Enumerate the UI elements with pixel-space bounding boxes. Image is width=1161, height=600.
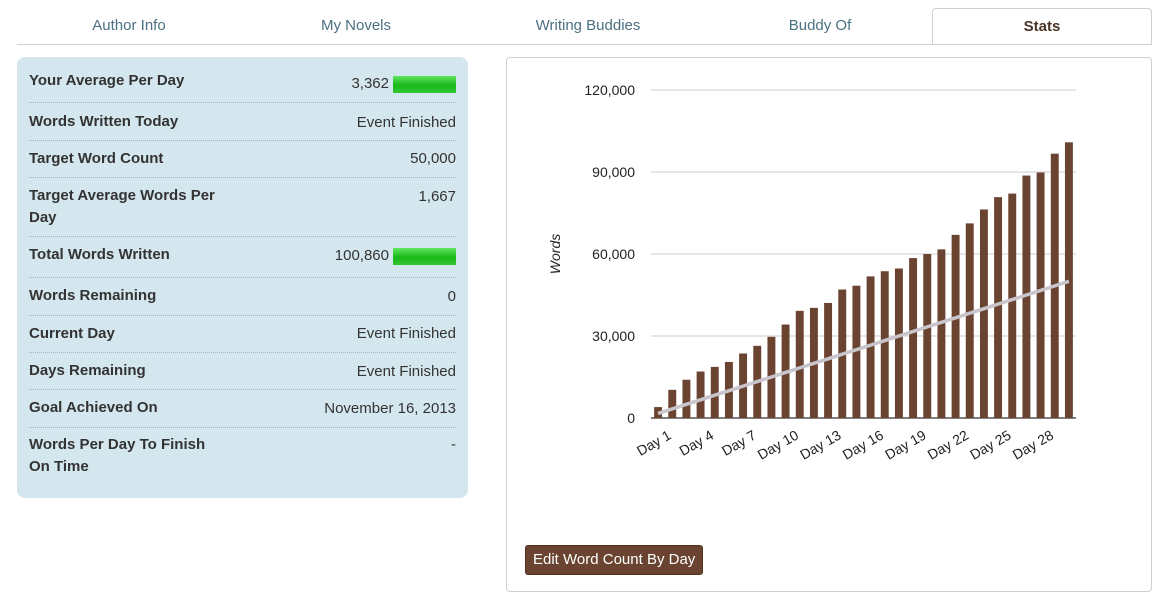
progress-bar <box>393 75 456 93</box>
chart-bar <box>880 271 889 418</box>
tab-stats[interactable]: Stats <box>932 8 1152 44</box>
stat-label: Goal Achieved On <box>29 399 158 416</box>
tab-bar: Author Info My Novels Writing Buddies Bu… <box>17 8 1152 45</box>
stat-value: 3,362 <box>351 73 456 95</box>
stat-row-current-day: Current Day Event Finished <box>29 316 456 353</box>
stat-value: Event Finished <box>356 363 456 380</box>
chart-bar <box>1036 172 1045 418</box>
stat-row-average-per-day: Your Average Per Day 3,362 <box>29 61 456 103</box>
y-tick-label: 90,000 <box>592 164 635 180</box>
stat-value: 100,860 <box>335 245 456 267</box>
stat-row-words-today: Words Written Today Event Finished <box>29 103 456 141</box>
stat-label: Target Average Words Per Day <box>29 187 215 226</box>
y-tick-label: 30,000 <box>592 328 635 344</box>
chart-bar <box>852 285 861 418</box>
x-tick-label: Day 22 <box>925 427 972 463</box>
chart-bar <box>668 389 677 418</box>
y-axis-label: Words <box>547 234 563 274</box>
chart-bar <box>951 234 960 418</box>
stat-row-days-remaining: Days Remaining Event Finished <box>29 353 456 390</box>
stat-label: Words Written Today <box>29 113 179 130</box>
x-tick-label: Day 4 <box>676 427 716 459</box>
chart-bar <box>710 366 719 418</box>
total-words-value: 100,860 <box>334 247 389 265</box>
stat-label: Target Word Count <box>29 150 164 167</box>
stat-value: - <box>451 436 456 453</box>
chart-bar <box>894 268 903 418</box>
chart-bar <box>937 249 946 418</box>
stat-label: Current Day <box>29 325 115 342</box>
tab-author-info[interactable]: Author Info <box>92 17 166 34</box>
stat-label: Total Words Written <box>29 246 170 263</box>
chart-bar <box>1064 142 1073 418</box>
progress-bar <box>393 247 456 265</box>
stat-value: November 16, 2013 <box>324 400 456 417</box>
stat-row-words-remaining: Words Remaining 0 <box>29 278 456 316</box>
x-tick-label: Day 16 <box>840 427 887 463</box>
chart-bar <box>923 254 932 418</box>
stat-row-total-words: Total Words Written 100,860 <box>29 237 456 278</box>
y-tick-label: 60,000 <box>592 246 635 262</box>
stat-label: Days Remaining <box>29 362 146 379</box>
stat-value: 0 <box>447 288 456 305</box>
tab-my-novels[interactable]: My Novels <box>320 17 391 34</box>
stat-row-words-per-day-to-finish: Words Per Day To Finish On Time - <box>29 428 456 488</box>
average-per-day-value: 3,362 <box>351 75 389 93</box>
tab-writing-buddies[interactable]: Writing Buddies <box>535 17 641 34</box>
x-tick-label: Day 1 <box>634 427 674 459</box>
stat-value: 50,000 <box>410 150 456 167</box>
chart-bar <box>696 371 705 418</box>
chart-panel: 0 30,000 60,000 90,000 120,000 Words Day 1 Day … <box>506 57 1152 592</box>
chart-bar <box>682 379 691 418</box>
stat-label: Words Per Day To Finish On Time <box>29 436 206 475</box>
x-tick-label: Day 7 <box>719 427 759 459</box>
y-tick-label: 120,000 <box>584 82 635 98</box>
chart-bar <box>1008 193 1017 418</box>
chart-bar <box>994 197 1003 418</box>
stat-row-goal-achieved: Goal Achieved On November 16, 2013 <box>29 390 456 428</box>
stat-value: 1,667 <box>418 188 456 205</box>
stat-label: Your Average Per Day <box>29 72 185 89</box>
chart-bar <box>909 258 918 418</box>
stat-value: Event Finished <box>356 325 456 342</box>
chart-bar <box>965 223 974 418</box>
x-tick-label: Day 28 <box>1010 427 1057 463</box>
edit-word-count-button[interactable]: Edit Word Count By Day <box>525 545 704 575</box>
stat-label: Words Remaining <box>29 287 157 304</box>
stat-row-target-average: Target Average Words Per Day 1,667 <box>29 178 456 237</box>
y-tick-label: 0 <box>627 410 635 426</box>
stats-panel: Your Average Per Day 3,362 Words Written… <box>17 57 468 498</box>
x-tick-label: Day 19 <box>882 427 929 463</box>
x-tick-label: Day 13 <box>797 427 844 463</box>
x-tick-label: Day 25 <box>967 427 1014 463</box>
chart-bar <box>866 276 875 418</box>
x-tick-label: Day 10 <box>755 427 802 463</box>
chart-bar <box>795 310 804 418</box>
tab-buddy-of[interactable]: Buddy Of <box>788 17 852 34</box>
stat-row-target-word-count: Target Word Count 50,000 <box>29 141 456 178</box>
chart-bar <box>979 209 988 418</box>
stat-value: Event Finished <box>356 114 456 131</box>
target-line <box>657 279 1070 416</box>
